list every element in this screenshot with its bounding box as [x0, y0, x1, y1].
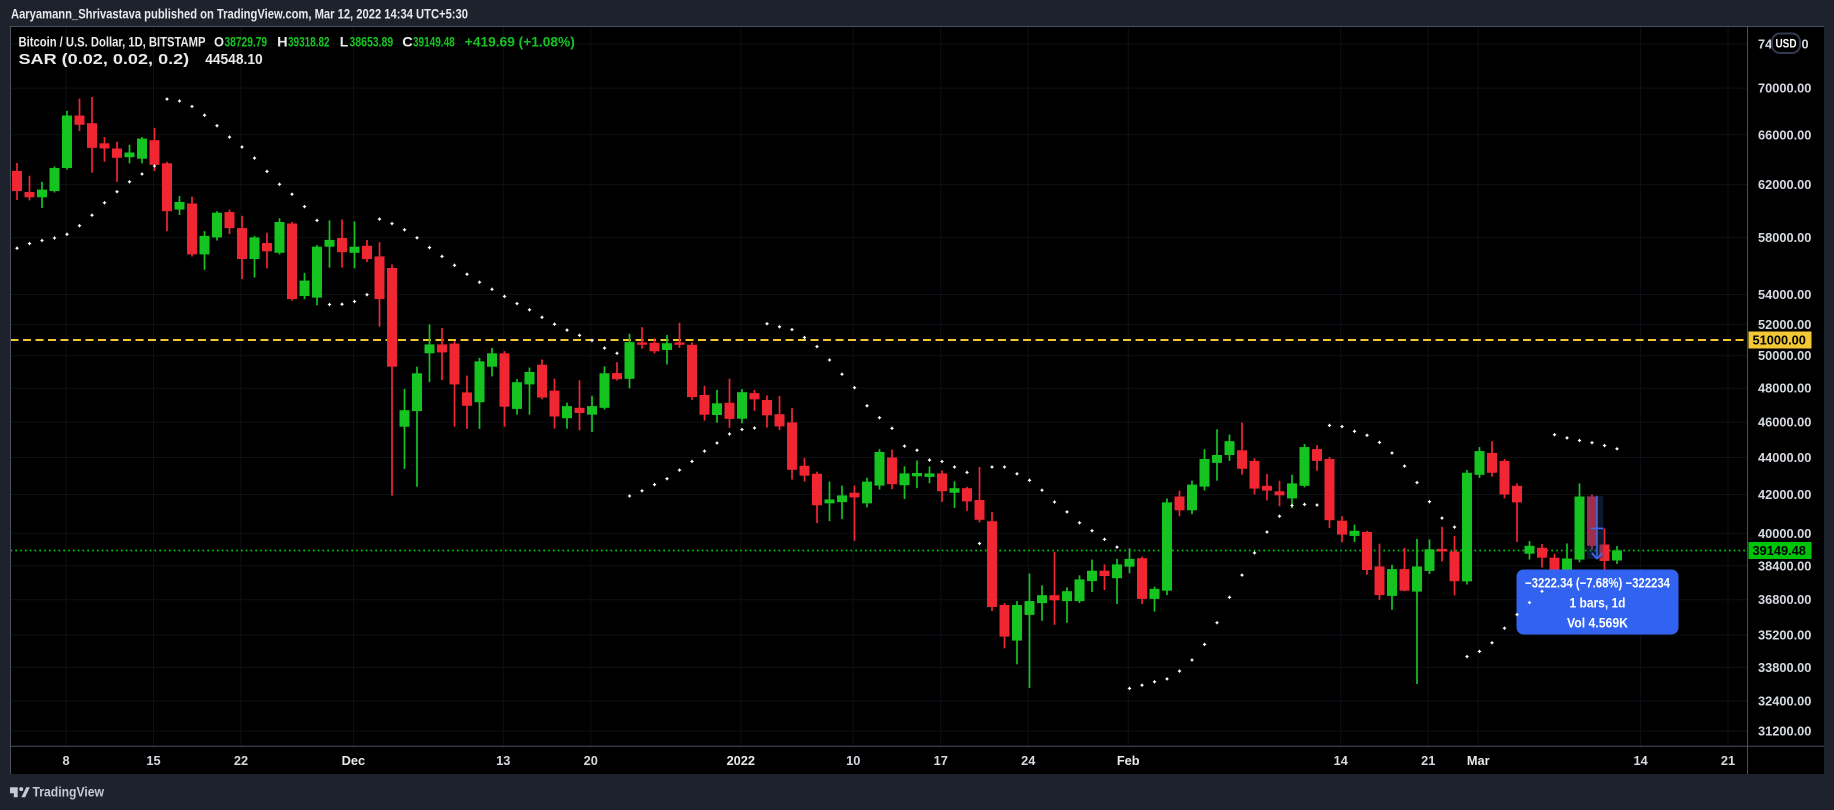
svg-text:52000.00: 52000.00: [1758, 317, 1811, 332]
svg-text:C: C: [402, 35, 413, 51]
svg-text:54000.00: 54000.00: [1758, 287, 1811, 302]
svg-text:48000.00: 48000.00: [1758, 381, 1811, 396]
svg-text:Mar: Mar: [1467, 753, 1490, 768]
svg-text:14: 14: [1633, 753, 1648, 768]
svg-text:44000.00: 44000.00: [1758, 450, 1811, 465]
svg-text:Dec: Dec: [342, 753, 365, 768]
svg-text:44548.10: 44548.10: [205, 51, 263, 68]
svg-text:O: O: [214, 35, 224, 51]
svg-text:17: 17: [934, 753, 948, 768]
svg-text:66000.00: 66000.00: [1758, 127, 1811, 142]
svg-text:42000.00: 42000.00: [1758, 487, 1811, 502]
svg-text:70000.00: 70000.00: [1758, 81, 1811, 96]
svg-text:14: 14: [1334, 753, 1349, 768]
svg-text:21: 21: [1721, 753, 1735, 768]
svg-text:Bitcoin / U.S. Dollar, 1D, BIT: Bitcoin / U.S. Dollar, 1D, BITSTAMP: [19, 35, 206, 51]
svg-text:USD: USD: [1776, 37, 1797, 51]
svg-text:39149.48: 39149.48: [1753, 543, 1806, 558]
svg-text:22: 22: [234, 753, 248, 768]
svg-text:Feb: Feb: [1117, 753, 1140, 768]
svg-text:39318.82: 39318.82: [288, 35, 330, 51]
svg-text:8: 8: [62, 753, 69, 768]
svg-text:10: 10: [846, 753, 860, 768]
svg-text:H: H: [277, 35, 288, 51]
svg-text:Vol 4.569K: Vol 4.569K: [1567, 616, 1628, 631]
svg-text:1 bars, 1d: 1 bars, 1d: [1570, 596, 1626, 611]
svg-text:74: 74: [1758, 36, 1773, 51]
svg-text:33800.00: 33800.00: [1758, 660, 1811, 675]
svg-text:13: 13: [496, 753, 510, 768]
svg-text:40000.00: 40000.00: [1758, 526, 1811, 541]
svg-text:20: 20: [584, 753, 598, 768]
svg-text:62000.00: 62000.00: [1758, 177, 1811, 192]
svg-text:SAR (0.02, 0.02, 0.2): SAR (0.02, 0.02, 0.2): [19, 51, 190, 68]
svg-text:38653.89: 38653.89: [350, 35, 394, 51]
svg-text:Aaryamann_Shrivastava publishe: Aaryamann_Shrivastava published on Tradi…: [11, 7, 468, 22]
svg-text:31200.00: 31200.00: [1758, 724, 1811, 739]
svg-text:38729.79: 38729.79: [225, 35, 268, 51]
svg-text:58000.00: 58000.00: [1758, 230, 1811, 245]
svg-text:38400.00: 38400.00: [1758, 558, 1811, 573]
svg-text:15: 15: [146, 753, 160, 768]
svg-text:21: 21: [1421, 753, 1435, 768]
svg-text:0: 0: [1802, 36, 1809, 51]
svg-text:39149.48: 39149.48: [413, 35, 455, 51]
svg-text:−3222.34 (−7.68%) −322234: −3222.34 (−7.68%) −322234: [1525, 576, 1670, 591]
svg-text:2022: 2022: [727, 753, 755, 768]
svg-text:L: L: [340, 35, 349, 51]
svg-text:46000.00: 46000.00: [1758, 415, 1811, 430]
svg-text:36800.00: 36800.00: [1758, 592, 1811, 607]
svg-text:24: 24: [1021, 753, 1036, 768]
svg-text:35200.00: 35200.00: [1758, 628, 1811, 643]
svg-text:32400.00: 32400.00: [1758, 694, 1811, 709]
svg-text:TradingView: TradingView: [33, 785, 105, 801]
svg-text:51000.00: 51000.00: [1753, 333, 1806, 348]
svg-text:50000.00: 50000.00: [1758, 348, 1811, 363]
svg-text:+419.69 (+1.08%): +419.69 (+1.08%): [465, 35, 575, 51]
